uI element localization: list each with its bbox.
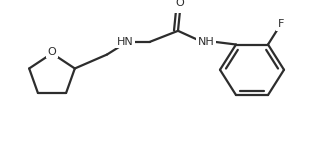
Text: NH: NH	[197, 37, 214, 47]
Text: F: F	[278, 19, 284, 29]
Text: HN: HN	[117, 37, 133, 47]
Text: O: O	[176, 0, 184, 9]
Text: O: O	[48, 46, 56, 57]
